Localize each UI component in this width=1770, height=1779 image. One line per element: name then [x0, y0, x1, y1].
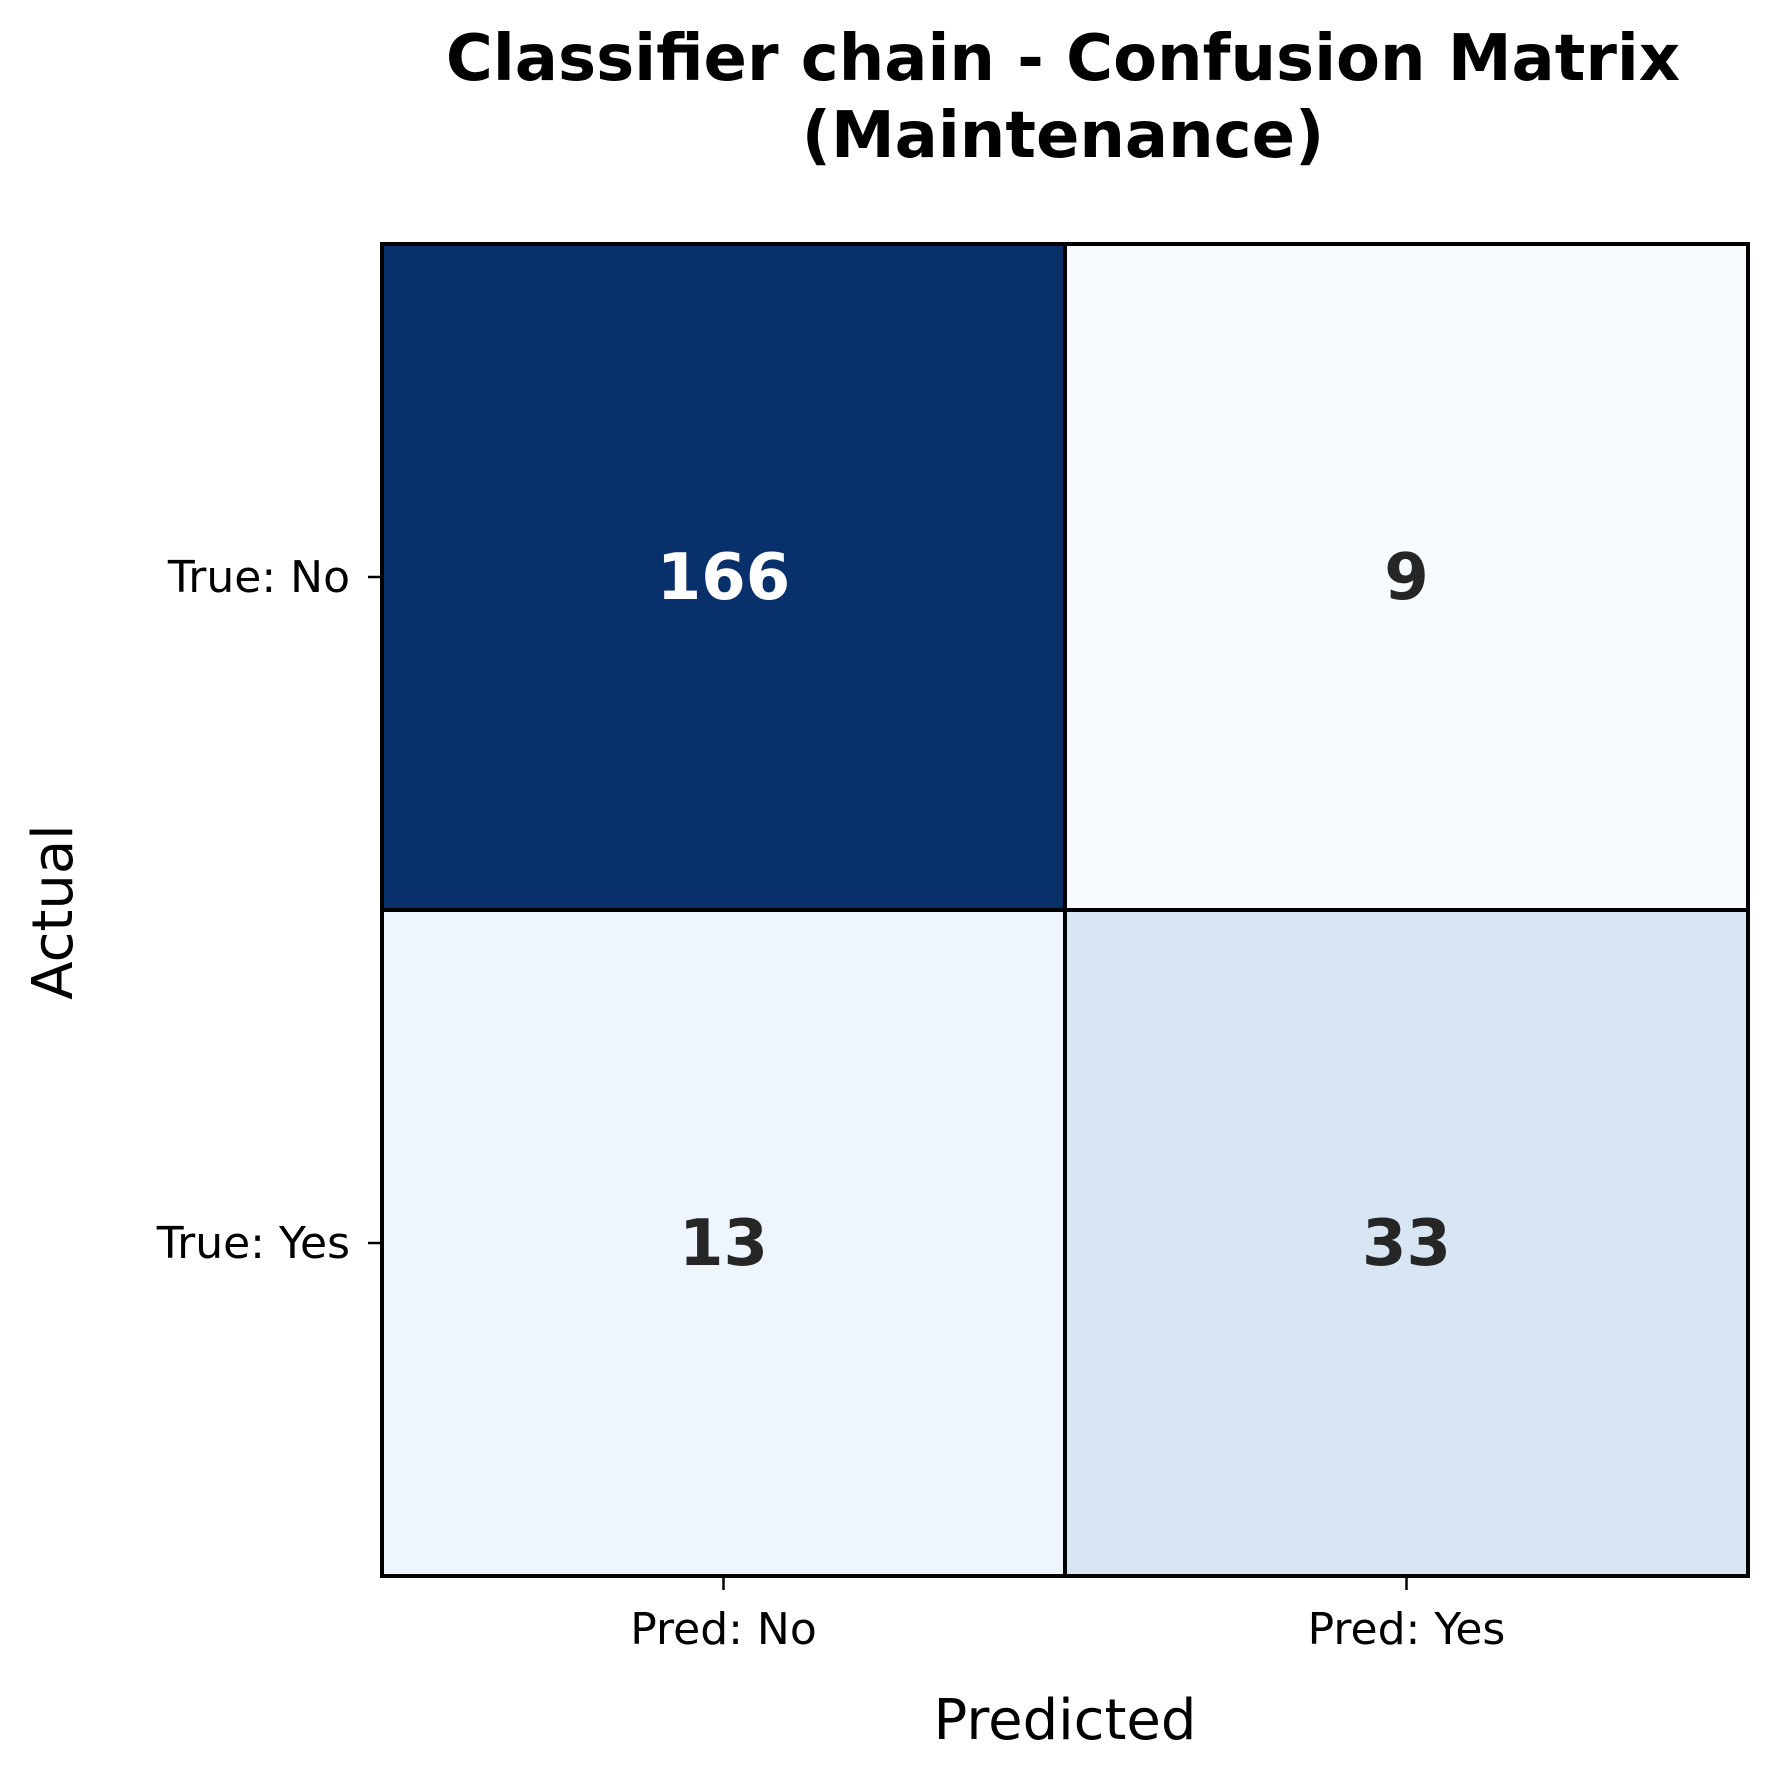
x-axis-ticks: Pred: No Pred: Yes [630, 1576, 1505, 1655]
y-axis-ticks: True: No True: Yes [156, 552, 382, 1269]
cell-value-r0-c1: 9 [1384, 541, 1429, 615]
y-tick-label-0: True: No [167, 552, 350, 603]
y-axis-label: Actual [21, 824, 86, 999]
chart-title-line-1: Classifier chain - Confusion Matrix [446, 22, 1680, 96]
cell-value-r1-c1: 33 [1362, 1207, 1451, 1281]
plot-frame [380, 242, 1750, 1578]
x-tick-label-1: Pred: Yes [1308, 1604, 1506, 1655]
y-tick-label-1: True: Yes [156, 1218, 350, 1269]
heatmap-cell-r1-c1 [1063, 908, 1750, 1578]
cell-annotations: 166 9 13 33 [657, 541, 1451, 1281]
cell-value-r0-c0: 166 [657, 541, 791, 615]
heatmap-cell-r0-c1 [1063, 242, 1750, 912]
x-axis-label: Predicted [934, 1688, 1197, 1753]
chart-title-line-2: (Maintenance) [802, 99, 1325, 173]
heatmap-cell-r1-c0 [380, 908, 1067, 1578]
chart-title: Classifier chain - Confusion Matrix (Mai… [446, 22, 1680, 173]
heatmap-cell-r0-c0 [380, 242, 1067, 912]
heatmap-cells [380, 242, 1750, 1578]
cell-value-r1-c0: 13 [679, 1207, 768, 1281]
x-tick-label-0: Pred: No [630, 1604, 817, 1655]
